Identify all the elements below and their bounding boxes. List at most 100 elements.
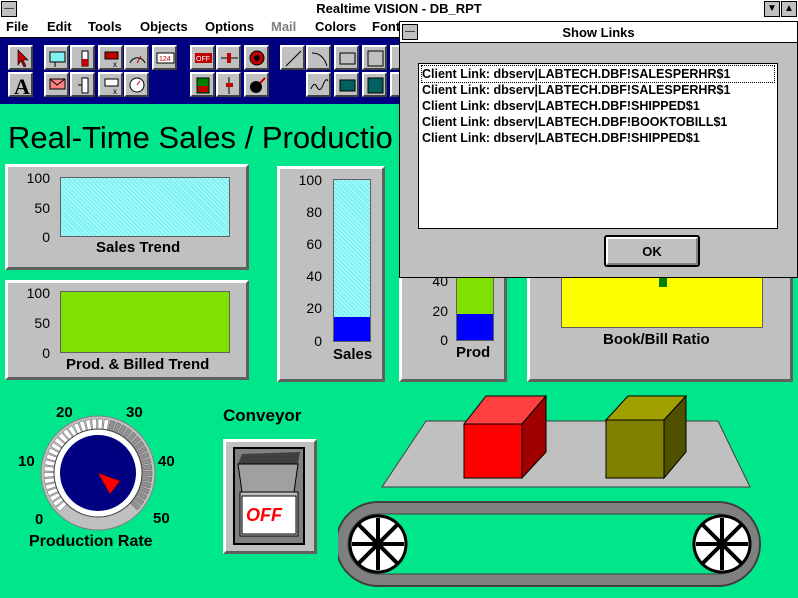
bar2-tool-icon[interactable] (70, 72, 95, 97)
dial-segment (45, 453, 58, 462)
dial-segment (126, 431, 137, 443)
bitmap-tool-icon[interactable] (244, 72, 269, 97)
dial-tick-label: 40 (158, 453, 175, 470)
switch-tool-icon[interactable]: x (98, 45, 123, 70)
dial-segment (135, 491, 148, 501)
tick-label: 0 (314, 333, 322, 349)
filled-square-tool-icon[interactable] (362, 72, 387, 97)
slider-tool-icon[interactable] (216, 45, 241, 70)
menu-tools[interactable]: Tools (88, 19, 122, 34)
svg-text:A: A (14, 75, 30, 96)
text-tool-icon[interactable]: A (8, 72, 33, 97)
dialog-system-menu-icon[interactable]: — (402, 24, 418, 40)
dial-tick-label: 50 (153, 510, 170, 527)
tick-label: 0 (42, 229, 50, 245)
toggle-tool-icon[interactable] (190, 72, 215, 97)
dial-segment (133, 440, 145, 451)
knob-tool-icon[interactable] (244, 45, 269, 70)
prod-billed-trend-panel[interactable]: 100 50 0 Prod. & Billed Trend (5, 280, 249, 380)
menu-objects[interactable]: Objects (140, 19, 188, 34)
freehand-tool-icon[interactable] (306, 72, 331, 97)
line-tool-icon[interactable] (280, 45, 305, 70)
bar-tool-icon[interactable] (70, 45, 95, 70)
book-bill-ratio-label: Book/Bill Ratio (603, 331, 710, 348)
dial-segment (57, 432, 69, 444)
dial-segment (97, 418, 103, 430)
right-wheel (692, 514, 752, 574)
vslider-tool-icon[interactable] (216, 72, 241, 97)
menu-options[interactable]: Options (205, 19, 255, 34)
production-rate-dial[interactable] (40, 415, 160, 535)
rectangle-tool-icon[interactable] (334, 45, 359, 70)
link-item[interactable]: Client Link: dbserv|LABTECH.DBF!BOOKTOBI… (422, 115, 728, 129)
menu-font[interactable]: Font (372, 19, 401, 34)
tick-label: 20 (432, 303, 448, 319)
dial-tick-label: 30 (126, 404, 143, 421)
book-bill-ratio-panel[interactable]: Book/Bill Ratio (527, 262, 793, 382)
dial-segment (112, 422, 122, 434)
prod-bar-label: Prod (456, 344, 491, 361)
window-title: Realtime VISION - DB_RPT (316, 1, 482, 16)
dial-tool-icon[interactable] (124, 72, 149, 97)
dial-segment (67, 425, 78, 437)
title-bar: — Realtime VISION - DB_RPT ▼ ▲ (0, 0, 798, 19)
show-links-dialog: — Show Links Client Link: dbserv|LABTECH… (399, 21, 798, 278)
prod-billed-trend-area (60, 291, 230, 353)
link-item[interactable]: Client Link: dbserv|LABTECH.DBF!SHIPPED$… (422, 131, 700, 145)
filled-rectangle-tool-icon[interactable] (334, 72, 359, 97)
conveyor-switch[interactable]: OFF (223, 439, 317, 554)
menu-mail[interactable]: Mail (271, 19, 297, 34)
arc-tool-icon[interactable] (306, 45, 331, 70)
tick-label: 50 (34, 315, 50, 331)
link-item[interactable]: Client Link: dbserv|LABTECH.DBF!SALESPER… (422, 83, 731, 97)
menu-file[interactable]: File (6, 19, 29, 34)
sales-trend-label: Sales Trend (96, 239, 181, 256)
tick-label: 40 (306, 268, 322, 284)
sales-trend-panel[interactable]: 100 50 0 Sales Trend (5, 164, 249, 270)
dial-segment (141, 476, 153, 483)
prod-bar-panel[interactable]: 40 20 0 Prod (399, 262, 507, 382)
tick-label: 0 (440, 332, 448, 348)
tick-label: 0 (42, 345, 50, 361)
dial-segment (50, 442, 62, 452)
tick-label: 100 (26, 285, 50, 301)
prod-bar-fill (457, 313, 493, 340)
switch-body (233, 447, 305, 545)
dial-label: Production Rate (29, 533, 153, 550)
off-switch-tool-icon[interactable]: OFF (190, 45, 215, 70)
ok-button[interactable]: OK (604, 235, 700, 267)
ratio-indicator (659, 277, 667, 287)
dial-pointer (97, 472, 121, 495)
square-tool-icon[interactable] (362, 45, 387, 70)
dial-segment (45, 482, 57, 491)
dial-segment (141, 464, 153, 471)
dial-segment (117, 424, 127, 437)
numeric-display-tool-icon[interactable]: 124 (152, 45, 177, 70)
olive-box (604, 394, 688, 480)
meter-tool-icon[interactable] (124, 45, 149, 70)
dial-segment (141, 470, 153, 476)
links-list[interactable]: Client Link: dbserv|LABTECH.DBF!SALESPER… (418, 63, 778, 229)
maximize-icon[interactable]: ▲ (781, 1, 797, 17)
dial-segment (43, 472, 55, 478)
dial-segment (47, 447, 60, 457)
mail-trend-tool-icon[interactable] (44, 72, 69, 97)
link-item[interactable]: Client Link: dbserv|LABTECH.DBF!SALESPER… (421, 65, 775, 83)
dial-segment (56, 500, 68, 512)
system-menu-icon[interactable]: — (1, 1, 17, 17)
dial-tick-label: 0 (35, 511, 44, 528)
minimize-icon[interactable]: ▼ (764, 1, 780, 17)
link-item[interactable]: Client Link: dbserv|LABTECH.DBF!SHIPPED$… (422, 99, 700, 113)
svg-text:OFF: OFF (196, 56, 210, 63)
menu-colors[interactable]: Colors (315, 19, 357, 34)
pointer-tool-icon[interactable] (8, 45, 33, 70)
trend-tool-icon[interactable] (44, 45, 69, 70)
dial-segment (133, 495, 145, 506)
switch2-tool-icon[interactable]: x (98, 72, 123, 97)
dial-segment (136, 446, 148, 456)
dial-segment (43, 465, 55, 472)
tick-label: 60 (306, 236, 322, 252)
sales-bar-panel[interactable]: 100 80 60 40 20 0 Sales (277, 166, 385, 382)
menu-edit[interactable]: Edit (47, 19, 72, 34)
sales-trend-area (60, 177, 230, 237)
